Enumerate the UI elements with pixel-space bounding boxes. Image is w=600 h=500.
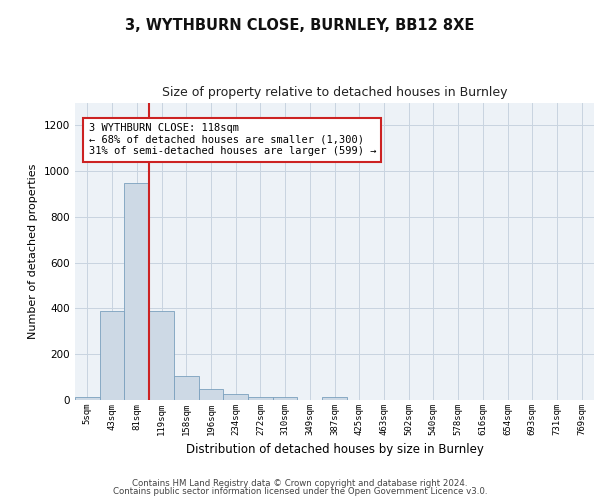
Bar: [174, 376, 199, 400]
Bar: [75, 396, 100, 400]
Text: Contains public sector information licensed under the Open Government Licence v3: Contains public sector information licen…: [113, 487, 487, 496]
Bar: [149, 310, 174, 400]
Text: 3 WYTHBURN CLOSE: 118sqm
← 68% of detached houses are smaller (1,300)
31% of sem: 3 WYTHBURN CLOSE: 118sqm ← 68% of detach…: [89, 123, 376, 156]
Bar: [199, 388, 223, 400]
Bar: [223, 394, 248, 400]
Text: 3, WYTHBURN CLOSE, BURNLEY, BB12 8XE: 3, WYTHBURN CLOSE, BURNLEY, BB12 8XE: [125, 18, 475, 32]
Bar: [100, 310, 124, 400]
Text: Contains HM Land Registry data © Crown copyright and database right 2024.: Contains HM Land Registry data © Crown c…: [132, 478, 468, 488]
X-axis label: Distribution of detached houses by size in Burnley: Distribution of detached houses by size …: [185, 444, 484, 456]
Bar: [273, 398, 298, 400]
Title: Size of property relative to detached houses in Burnley: Size of property relative to detached ho…: [162, 86, 507, 98]
Bar: [322, 398, 347, 400]
Bar: [124, 182, 149, 400]
Bar: [248, 396, 273, 400]
Y-axis label: Number of detached properties: Number of detached properties: [28, 164, 38, 339]
